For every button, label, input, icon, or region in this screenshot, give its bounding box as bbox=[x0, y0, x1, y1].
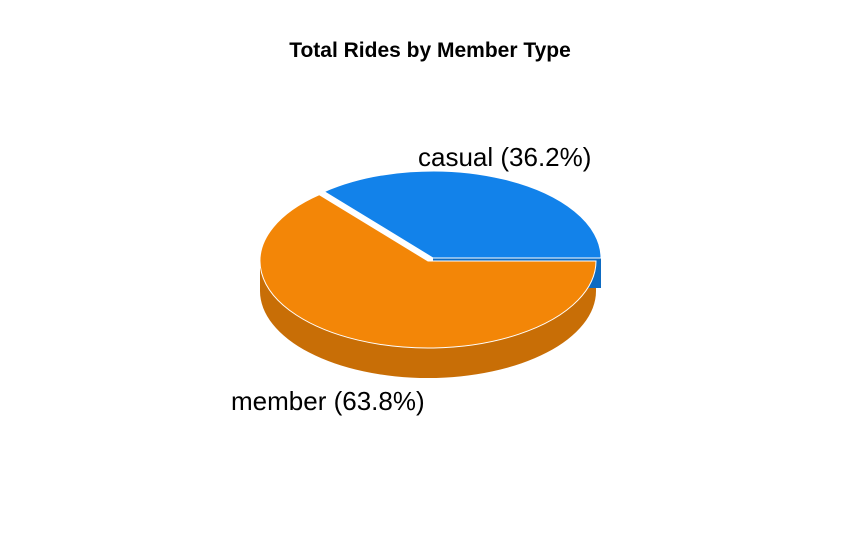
chart-title: Total Rides by Member Type bbox=[289, 39, 571, 62]
slice-label-member: member (63.8%) bbox=[231, 386, 425, 416]
slice-member bbox=[259, 194, 597, 349]
pie-group bbox=[259, 170, 602, 378]
slice-casual bbox=[323, 170, 602, 259]
slice-label-casual: casual (36.2%) bbox=[418, 142, 591, 172]
slice-side-member bbox=[260, 261, 596, 378]
